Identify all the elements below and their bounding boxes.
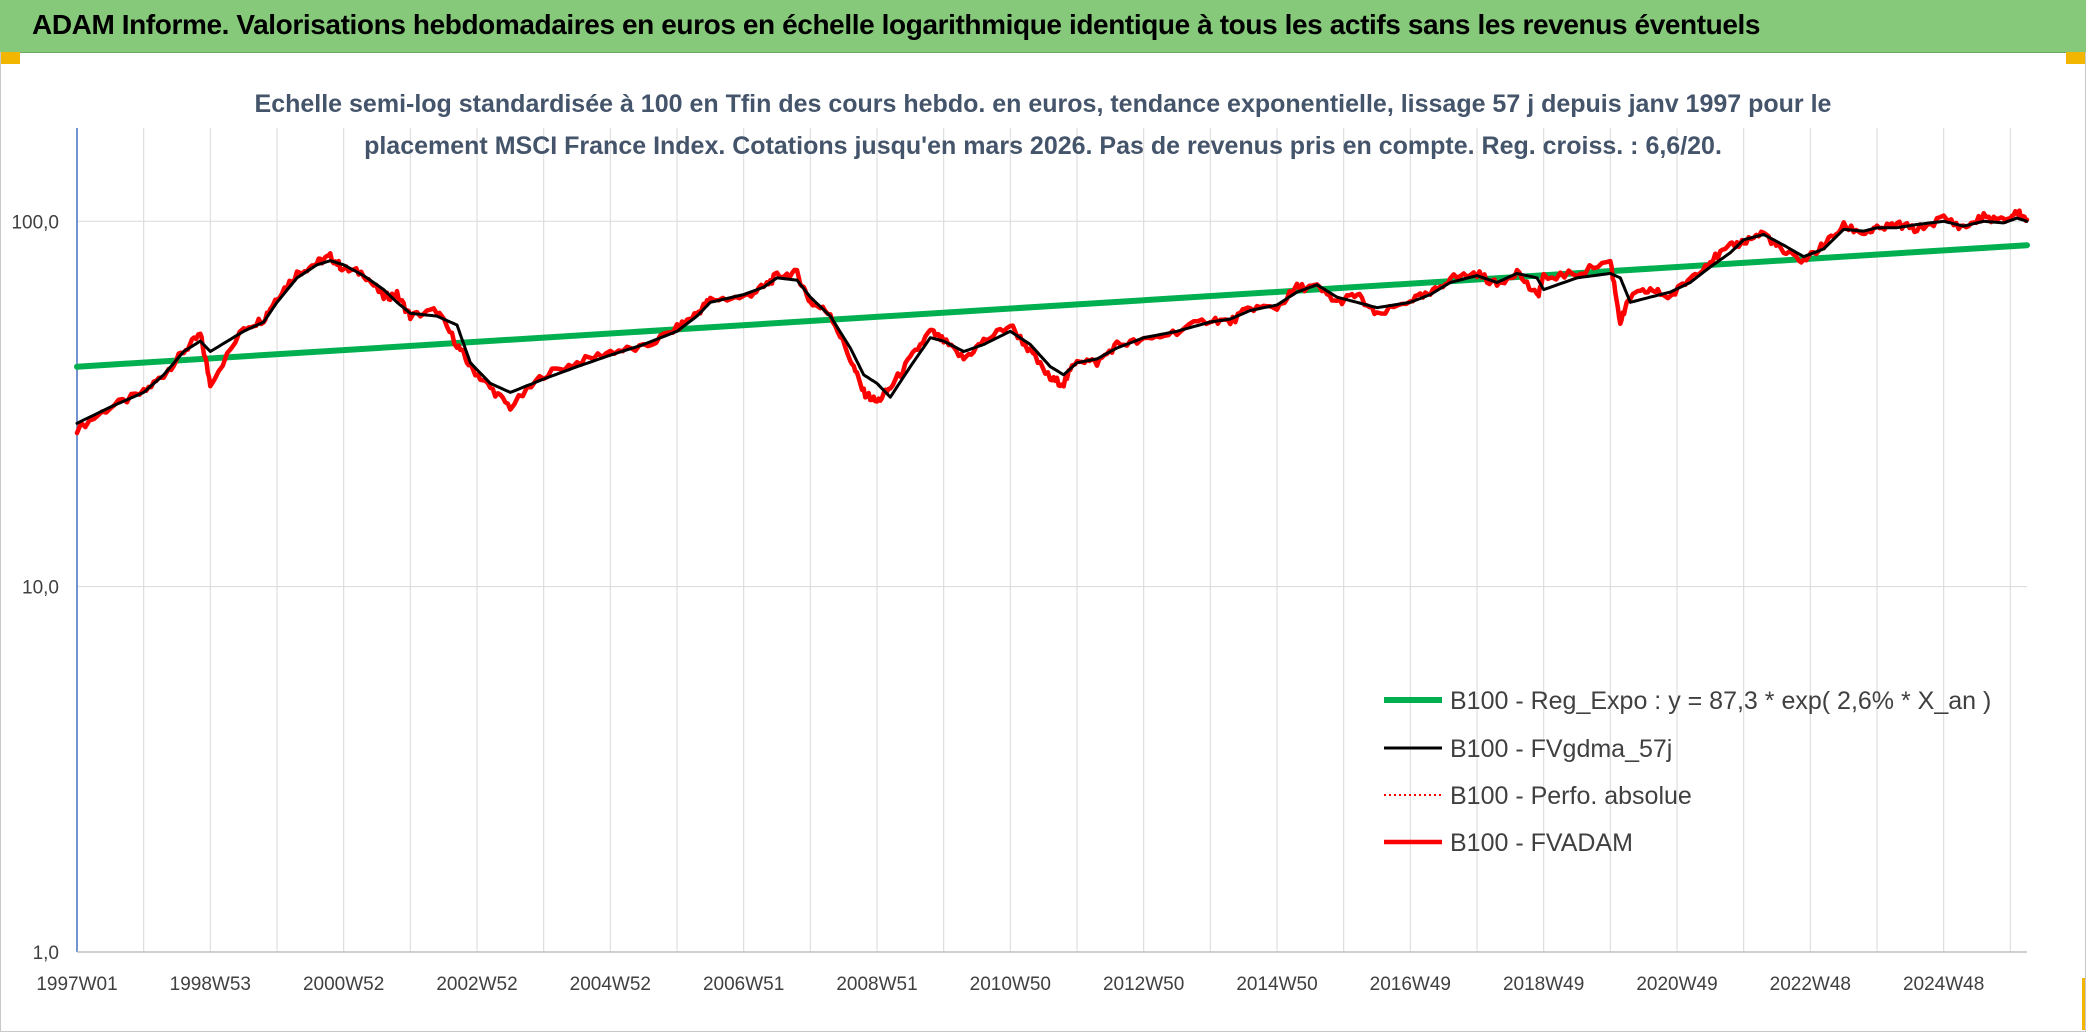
x-tick-label: 2016W49 (1370, 974, 1451, 995)
legend-label-1: B100 - Reg_Expo : y = 87,3 * exp( 2,6% *… (1450, 687, 1991, 715)
banner-title: ADAM Informe. Valorisations hebdomadaire… (32, 9, 1761, 40)
legend-label-3: B100 - Perfo. absolue (1450, 782, 1692, 810)
series (74, 208, 2030, 436)
x-tick-label: 2010W50 (970, 974, 1051, 995)
series-line-2 (75, 216, 2029, 425)
x-tick-label: 1997W01 (36, 974, 117, 995)
y-tick-label: 10,0 (22, 578, 59, 599)
x-tick-label: 2008W51 (836, 974, 917, 995)
x-tick-label: 2012W50 (1103, 974, 1184, 995)
series-line-1 (74, 242, 2030, 370)
legend-label-4: B100 - FVADAM (1450, 829, 1633, 857)
x-tick-label: 2006W51 (703, 974, 784, 995)
corner-mark-bottom-right (2082, 978, 2086, 1030)
x-tick-label: 2004W52 (570, 974, 651, 995)
y-tick-label: 100,0 (11, 212, 59, 233)
chart-subtitle-line-2: placement MSCI France Index. Cotations j… (364, 132, 1722, 160)
y-tick-label: 1,0 (33, 943, 59, 964)
series-line-4 (74, 208, 2030, 436)
corner-mark-right (2066, 52, 2086, 64)
corner-mark-left (0, 52, 20, 64)
x-tick-label: 2000W52 (303, 974, 384, 995)
x-tick-label: 2024W48 (1903, 974, 1984, 995)
x-tick-label: 2022W48 (1770, 974, 1851, 995)
x-tick-label: 2020W49 (1636, 974, 1717, 995)
legend-label-2: B100 - FVgdma_57j (1450, 735, 1672, 763)
x-tick-label: 2002W52 (436, 974, 517, 995)
x-tick-label: 2018W49 (1503, 974, 1584, 995)
chart-subtitle-line-1: Echelle semi-log standardisée à 100 en T… (255, 90, 1832, 118)
x-tick-label: 1998W53 (170, 974, 251, 995)
axes: 1,0 10,0 100,0 1997W01 1998W53 2000W52 2002W52… (11, 128, 2027, 995)
x-tick-label: 2014W50 (1236, 974, 1317, 995)
banner: ADAM Informe. Valorisations hebdomadaire… (0, 0, 2086, 53)
legend: B100 - Reg_Expo : y = 87,3 * exp( 2,6% *… (1384, 687, 1991, 857)
grid (77, 128, 2027, 953)
